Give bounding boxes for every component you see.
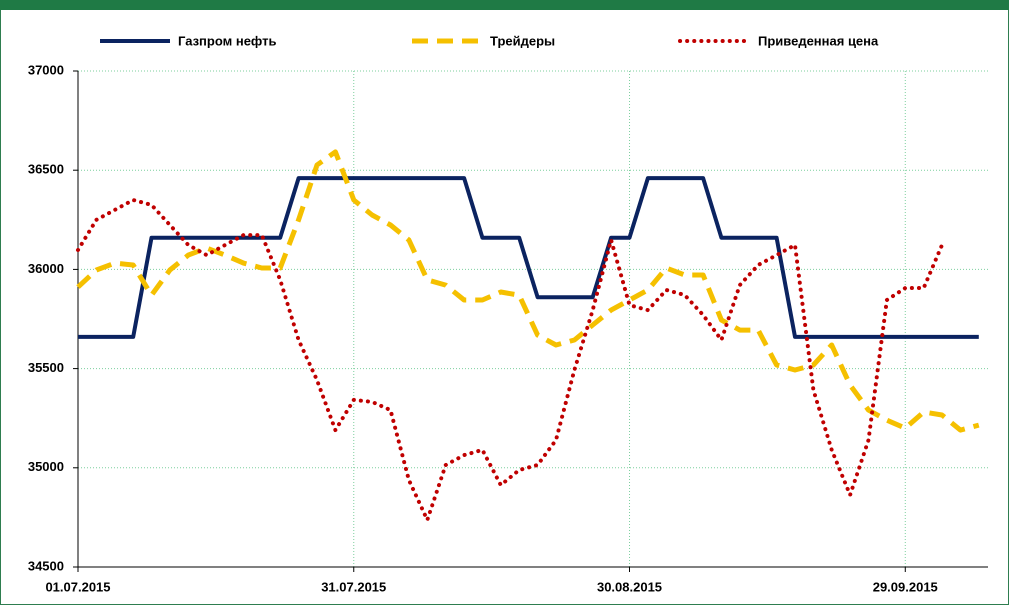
x-tick-label: 30.08.2015: [597, 579, 662, 594]
x-tick-label: 31.07.2015: [321, 579, 386, 594]
top-band: [0, 0, 1009, 10]
y-tick-label: 35500: [28, 360, 64, 375]
y-tick-label: 34500: [28, 558, 64, 573]
series-line: [76, 198, 944, 522]
y-tick-label: 36000: [28, 261, 64, 276]
x-tick-label: 01.07.2015: [45, 579, 110, 594]
legend-label: Трейдеры: [490, 33, 555, 48]
legend-label: Приведенная цена: [758, 33, 879, 48]
y-tick-label: 37000: [28, 62, 64, 77]
y-tick-label: 36500: [28, 162, 64, 177]
legend-label: Газпром нефть: [178, 33, 276, 48]
series-line: [78, 176, 979, 339]
x-tick-label: 29.09.2015: [873, 579, 938, 594]
y-tick-label: 35000: [28, 459, 64, 474]
